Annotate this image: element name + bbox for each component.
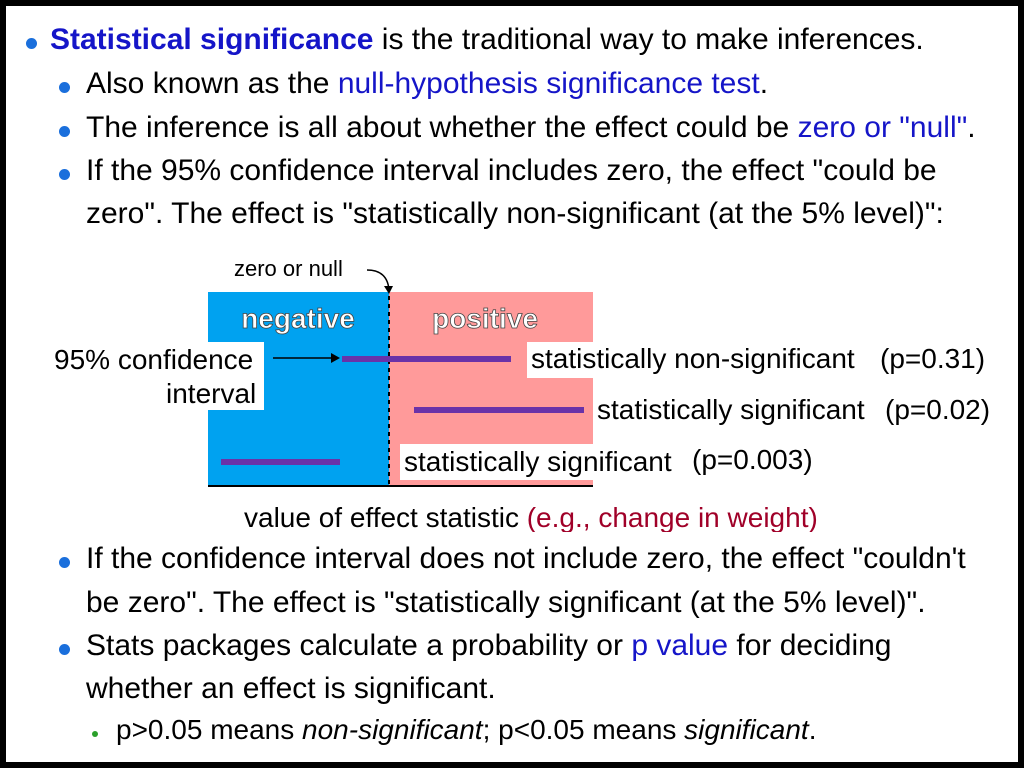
sub-bullet-italic-1: non-significant (302, 714, 483, 745)
interval-p-1: (p=0.31) (880, 343, 985, 374)
bullet-4-line-2: zero". The effect is "statistically non-… (86, 197, 944, 230)
bullet-2-link: null-hypothesis significance test (337, 67, 760, 100)
bullet-3-text: The inference is all about whether the e… (86, 111, 798, 144)
bullet-4-line-1: If the 95% confidence interval includes … (86, 154, 937, 187)
sub-bullet-text-1: p>0.05 means (116, 714, 303, 745)
bullet-2-end: . (759, 67, 769, 100)
bullet-6-end: for deciding (728, 629, 892, 662)
bullet-6-text: Stats packages calculate a probability o… (86, 629, 632, 662)
interval-label-bg-3 (400, 444, 682, 480)
bullet-6-line-1: Stats packages calculate a probability o… (86, 628, 892, 664)
interval-p-3: (p=0.003) (692, 444, 813, 475)
bullet-6-line-2: whether an effect is significant. (86, 672, 496, 705)
interval-label-2: statistically significant (597, 394, 865, 425)
bullet-6-link: p value (631, 629, 729, 662)
sub-bullet-text-3: . (808, 714, 817, 745)
bullet-dot (59, 644, 70, 655)
interval-label-1: statistically non-significant (531, 343, 855, 374)
bullet-dot (59, 126, 70, 137)
axis-label-text: value of effect statistic (244, 502, 527, 532)
interval-p-2: (p=0.02) (885, 394, 990, 425)
ci-label-bg-1 (51, 342, 264, 376)
bullet-5-line-2: be zero". The effect is "statistically s… (86, 586, 926, 619)
negative-label: negative (241, 303, 355, 334)
bullet-3: The inference is all about whether the e… (86, 110, 976, 146)
bullet-2-text: Also known as the (86, 67, 338, 100)
bullet-1: Statistical significance is the traditio… (50, 22, 924, 58)
slide: Statistical significance is the traditio… (6, 6, 1018, 762)
bullet-3-link: zero or "null" (797, 111, 968, 144)
confidence-interval-diagram: zero or null negative positive 95% confi… (51, 256, 990, 532)
ci-label-bg-2 (166, 376, 264, 410)
bullet-dot (59, 557, 70, 568)
axis-label: value of effect statistic (e.g., change … (244, 502, 818, 532)
ci-label-line-2: interval (166, 378, 256, 409)
bullet-3-end: . (967, 111, 976, 144)
bullet-5-line-1: If the confidence interval does not incl… (86, 542, 966, 575)
sub-bullet: p>0.05 means non-significant; p<0.05 mea… (116, 712, 816, 748)
sub-bullet-italic-2: significant (684, 714, 809, 745)
interval-label-bg-1 (527, 342, 867, 378)
bullet-1-term: Statistical significance (50, 23, 374, 56)
axis-label-example: (e.g., change in weight) (527, 502, 818, 532)
sub-bullet-dot (92, 731, 98, 737)
ci-pointer-arrowhead (331, 353, 340, 363)
zero-arrowhead (384, 286, 393, 294)
interval-label-3: statistically significant (404, 446, 672, 477)
ci-label-line-1: 95% confidence (54, 344, 253, 375)
sub-bullet-text-2: ; p<0.05 means (482, 714, 685, 745)
bullet-dot (59, 82, 70, 93)
positive-label: positive (432, 303, 538, 334)
bullet-1-text: is the traditional way to make inference… (373, 23, 924, 56)
bullet-dot (59, 169, 70, 180)
bullet-dot (26, 38, 37, 49)
bullet-2: Also known as the null-hypothesis signif… (86, 66, 768, 102)
zero-label: zero or null (234, 256, 343, 281)
